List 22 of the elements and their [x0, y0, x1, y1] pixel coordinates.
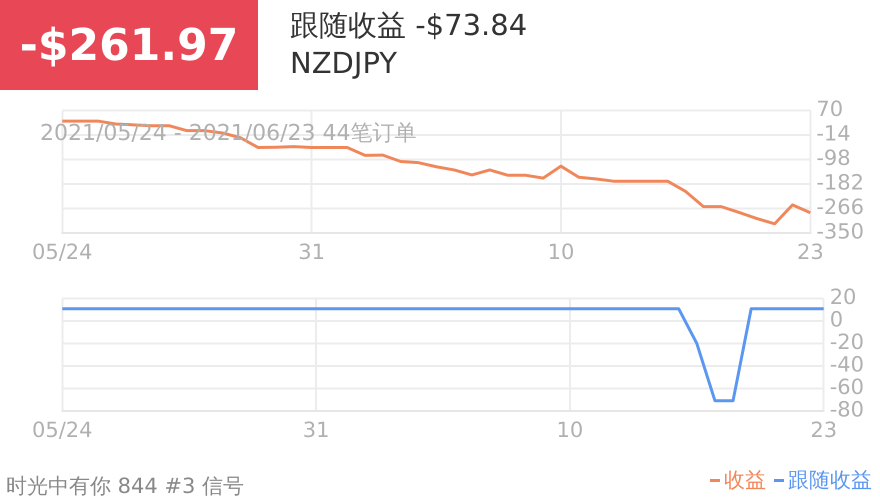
y-tick-label: -40 [830, 352, 864, 376]
x-tick-label: 05/24 [32, 240, 93, 264]
x-tick-label: 31 [298, 240, 325, 264]
text: 时光中有你 844 #3 信号 [6, 473, 244, 500]
text: 跟随收益 -$73.84 [290, 7, 528, 44]
legend-label: 收益 [724, 467, 766, 494]
y-tick-label: -60 [830, 374, 864, 399]
y-tick-label: -20 [830, 330, 864, 354]
y-tick-label: -14 [816, 121, 851, 146]
y-tick-label: -98 [816, 146, 851, 170]
x-tick-label: 10 [548, 240, 574, 264]
y-tick-label: 20 [830, 285, 856, 310]
text: NZDJPY [290, 46, 398, 80]
text: -$261.97 [0, 0, 258, 90]
y-tick-label: -266 [816, 194, 864, 219]
y-tick-label: -182 [816, 170, 864, 194]
y-tick-label: 70 [816, 97, 844, 122]
x-tick-label: 31 [302, 418, 330, 442]
x-tick-label: 05/24 [32, 418, 93, 442]
legend-label: 跟随收益 [788, 467, 872, 494]
x-tick-label: 10 [556, 418, 584, 442]
y-tick-label: 0 [830, 307, 844, 332]
